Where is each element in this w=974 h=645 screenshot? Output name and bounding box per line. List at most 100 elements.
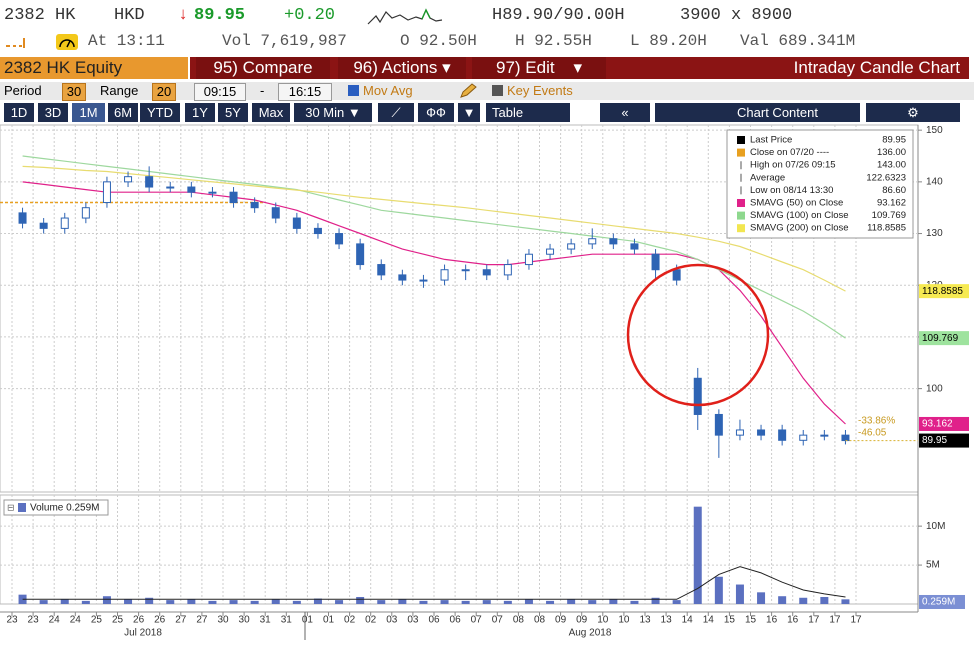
- volume-bar: [461, 600, 470, 604]
- candle-body: [166, 186, 175, 189]
- volume-tag-label: 0.259M: [922, 597, 955, 608]
- sparkline: [367, 8, 443, 25]
- candle-body: [313, 227, 322, 235]
- start-input[interactable]: 09:15: [194, 83, 246, 101]
- x-tick-label: 30: [239, 615, 251, 626]
- x-tick-label: 25: [91, 615, 103, 626]
- candle-style-button[interactable]: ФФ: [418, 103, 454, 122]
- x-tick-label: 10: [618, 615, 630, 626]
- pencil-icon[interactable]: [458, 83, 478, 99]
- volume-bar: [651, 597, 660, 604]
- x-tick-label: 31: [260, 615, 272, 626]
- range-button[interactable]: 1Y: [185, 103, 215, 122]
- volume-bar: [187, 599, 196, 604]
- end-input[interactable]: 16:15: [278, 83, 332, 101]
- x-tick-label: 03: [386, 615, 398, 626]
- x-tick-label: 26: [154, 615, 166, 626]
- edit-button[interactable]: 97) Edit ▾: [472, 57, 606, 79]
- interval-button[interactable]: 30 Min ▼: [294, 103, 372, 122]
- candle-body: [81, 207, 90, 219]
- table-button[interactable]: Table: [486, 103, 570, 122]
- legend-box: [726, 129, 914, 239]
- chart-content-button[interactable]: Chart Content: [655, 103, 860, 122]
- arrow: ↓: [178, 6, 189, 25]
- y-tick-label: 150: [926, 125, 943, 136]
- key-events-checkbox[interactable]: [492, 85, 503, 96]
- x-tick-label: 13: [639, 615, 651, 626]
- legend-label: SMAVG (100) on Close: [750, 210, 849, 221]
- x-tick-label: 27: [196, 615, 208, 626]
- volume-bar: [60, 599, 69, 604]
- month-label: Jul 2018: [124, 628, 162, 639]
- range-button[interactable]: 1D: [4, 103, 34, 122]
- range-button[interactable]: 3D: [38, 103, 68, 122]
- volume-legend-box: [3, 499, 109, 516]
- mov-avg-checkbox[interactable]: [348, 85, 359, 96]
- status-icons: [6, 34, 78, 50]
- x-tick-label: 26: [133, 615, 145, 626]
- volume-bar: [356, 596, 365, 604]
- volume-bar: [672, 600, 681, 604]
- candle-body: [482, 269, 491, 276]
- candle-body: [841, 434, 850, 442]
- candle-body: [356, 243, 365, 266]
- candle-body: [250, 202, 259, 209]
- candle-body: [102, 181, 111, 204]
- candle-body: [546, 248, 555, 255]
- month-label: Aug 2018: [569, 628, 612, 639]
- edit-label: 97) Edit: [495, 58, 555, 77]
- range-input[interactable]: 20: [152, 83, 176, 101]
- range-button[interactable]: 1M: [72, 103, 105, 122]
- volume-bar: [524, 599, 533, 604]
- legend-value: 89.95: [882, 135, 906, 146]
- low: L 89.20H: [630, 32, 707, 50]
- period-input[interactable]: 30: [62, 83, 86, 101]
- x-tick-label: 07: [492, 615, 504, 626]
- y-tick-label: 140: [926, 176, 943, 187]
- x-tick-label: 14: [682, 615, 694, 626]
- x-tick-label: 24: [49, 615, 61, 626]
- range-button[interactable]: 5Y: [218, 103, 248, 122]
- range-button[interactable]: 6M: [108, 103, 138, 122]
- x-tick-label: 01: [302, 615, 314, 626]
- volume-bar: [693, 506, 702, 604]
- x-tick-label: 15: [724, 615, 736, 626]
- x-tick-label: 06: [450, 615, 462, 626]
- price-tag: [919, 331, 969, 346]
- legend-label: Close on 07/20 ----: [750, 147, 829, 158]
- x-tick-label: 23: [28, 615, 40, 626]
- x-tick-label: 27: [175, 615, 187, 626]
- x-tick-label: 06: [428, 615, 440, 626]
- collapse-button[interactable]: «: [600, 103, 650, 122]
- x-tick-label: 08: [534, 615, 546, 626]
- candle-body: [39, 222, 48, 229]
- volume-legend-swatch: [18, 503, 26, 512]
- volume-bar: [335, 600, 344, 604]
- legend-swatch: [737, 136, 745, 144]
- volume-bar: [292, 600, 301, 604]
- range-button[interactable]: Max: [252, 103, 290, 122]
- range-button[interactable]: YTD: [140, 103, 180, 122]
- candle-body: [735, 429, 744, 436]
- legend-label: Last Price: [750, 135, 792, 146]
- candle-body: [398, 274, 407, 281]
- moving-average-line: [22, 165, 846, 292]
- candle-body: [778, 429, 787, 441]
- settings-button[interactable]: ⚙: [866, 103, 960, 122]
- candle-body: [651, 253, 660, 271]
- style-dropdown[interactable]: ▼: [458, 103, 480, 122]
- volume-bar: [588, 600, 597, 604]
- compare-button[interactable]: 95) Compare: [196, 57, 330, 79]
- candle-body: [60, 217, 69, 229]
- price-tag-label: 109.769: [922, 333, 959, 344]
- security[interactable]: 2382 HK Equity: [0, 57, 188, 79]
- candle-body: [124, 176, 133, 183]
- legend-label: Average: [750, 172, 785, 183]
- actions-button[interactable]: 96) Actions ▾: [338, 57, 466, 79]
- price-tag: [919, 284, 969, 299]
- line-style-button[interactable]: ⟋: [378, 103, 414, 122]
- x-tick-label: 15: [745, 615, 757, 626]
- volume-bar: [841, 599, 850, 604]
- volume-bar: [398, 599, 407, 604]
- x-tick-label: 16: [787, 615, 799, 626]
